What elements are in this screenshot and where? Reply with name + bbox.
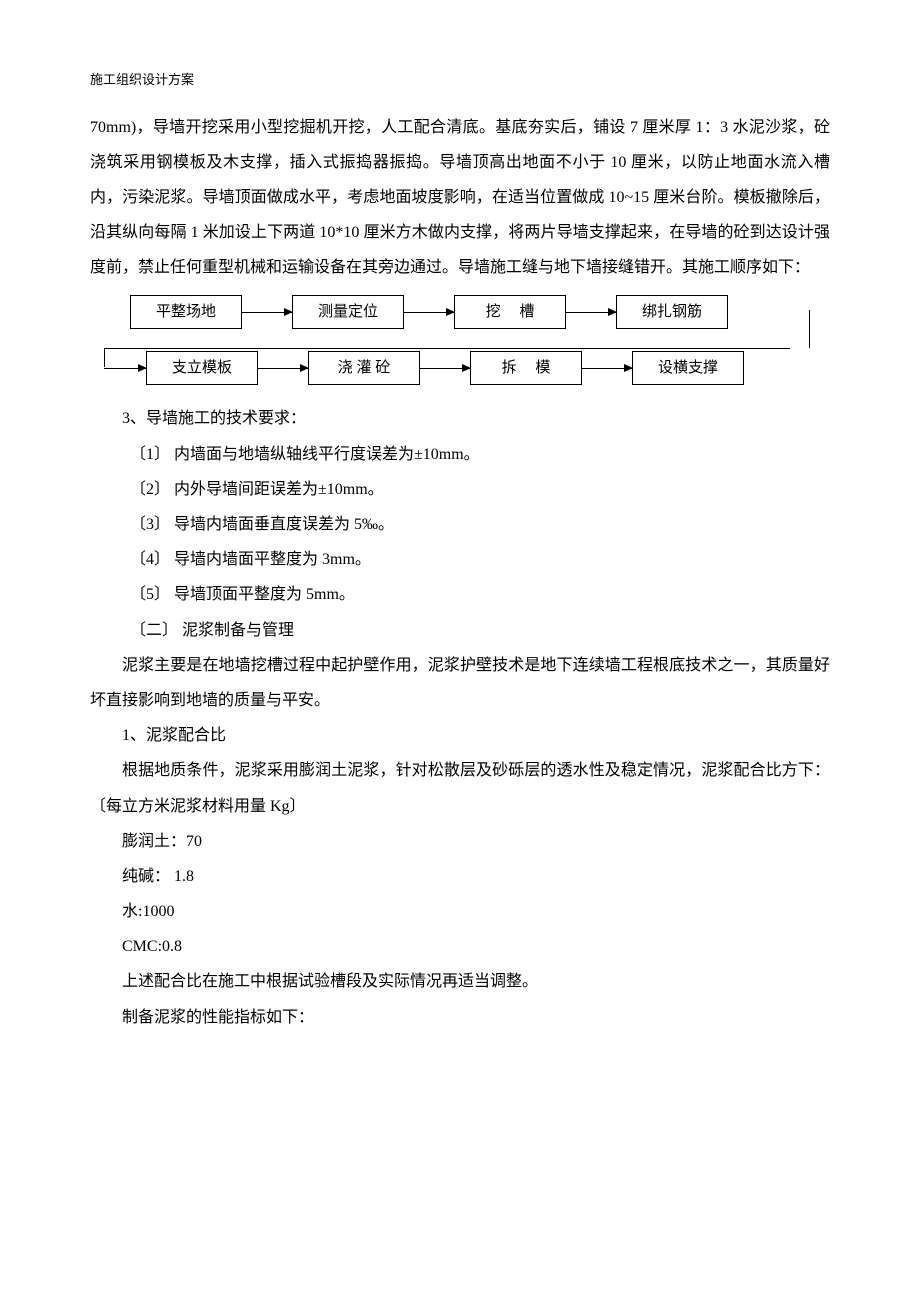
paragraph-1: 70mm)，导墙开挖采用小型挖掘机开挖，人工配合清底。基底夯实后，铺设 7 厘米… — [90, 110, 830, 286]
flow-box-2-4: 设横支撑 — [632, 351, 744, 385]
arrow-icon — [420, 368, 470, 369]
flow-row-2: 支立模板 浇 灌 砼 拆 模 设横支撑 — [130, 349, 790, 387]
arrow-icon — [582, 368, 632, 369]
arrow-icon — [566, 312, 616, 313]
flowchart: 平整场地 测量定位 挖 槽 绑扎钢筋 支立模板 浇 灌 砼 拆 模 设横支撑 — [130, 293, 790, 387]
flow-box-1-2: 测量定位 — [292, 295, 404, 329]
paragraph-3: 根据地质条件，泥浆采用膨润土泥浆，针对松散层及砂砾层的透水性及稳定情况，泥浆配合… — [90, 753, 830, 823]
section-3-title: 3、导墙施工的技术要求： — [90, 401, 830, 436]
requirement-5: 〔5〕 导墙顶面平整度为 5mm。 — [90, 577, 830, 612]
paragraph-2: 泥浆主要是在地墙挖槽过程中起护壁作用，泥浆护壁技术是地下连续墙工程根底技术之一，… — [90, 648, 830, 718]
page-header: 施工组织设计方案 — [90, 70, 830, 90]
arrow-icon — [404, 312, 454, 313]
flow-box-2-1: 支立模板 — [146, 351, 258, 385]
flow-box-1-3: 挖 槽 — [454, 295, 566, 329]
paragraph-5: 制备泥浆的性能指标如下： — [90, 1000, 830, 1035]
section-2-title: 〔二〕 泥浆制备与管理 — [90, 613, 830, 648]
requirement-4: 〔4〕 导墙内墙面平整度为 3mm。 — [90, 542, 830, 577]
flow-box-2-3: 拆 模 — [470, 351, 582, 385]
flow-box-2-2: 浇 灌 砼 — [308, 351, 420, 385]
mix-title: 1、泥浆配合比 — [90, 718, 830, 753]
requirement-3: 〔3〕 导墙内墙面垂直度误差为 5‰。 — [90, 507, 830, 542]
mix-item-4: CMC:0.8 — [90, 929, 830, 964]
flow-box-1-1: 平整场地 — [130, 295, 242, 329]
requirement-1: 〔1〕 内墙面与地墙纵轴线平行度误差为±10mm。 — [90, 437, 830, 472]
requirement-2: 〔2〕 内外导墙间距误差为±10mm。 — [90, 472, 830, 507]
mix-item-2: 纯碱： 1.8 — [90, 859, 830, 894]
arrow-icon — [258, 368, 308, 369]
flow-box-1-4: 绑扎钢筋 — [616, 295, 728, 329]
arrow-icon — [242, 312, 292, 313]
connector-line — [809, 310, 810, 348]
connector-line — [104, 348, 105, 367]
flow-row-1: 平整场地 测量定位 挖 槽 绑扎钢筋 — [130, 293, 790, 331]
paragraph-4: 上述配合比在施工中根据试验槽段及实际情况再适当调整。 — [90, 964, 830, 999]
arrow-icon — [104, 368, 146, 369]
mix-item-3: 水:1000 — [90, 894, 830, 929]
mix-item-1: 膨润土：70 — [90, 824, 830, 859]
flowchart-container: 平整场地 测量定位 挖 槽 绑扎钢筋 支立模板 浇 灌 砼 拆 模 设横支撑 — [90, 293, 830, 387]
